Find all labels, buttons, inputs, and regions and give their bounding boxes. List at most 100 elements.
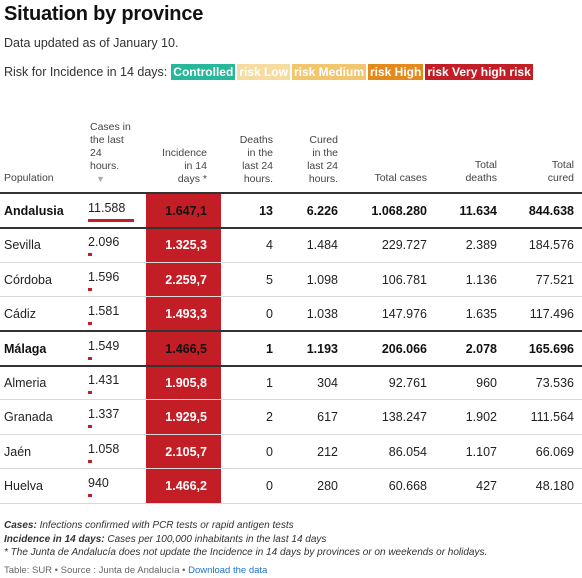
legend-chip-4: risk Very high risk	[425, 64, 533, 80]
cases-24h-value: 1.549	[88, 338, 120, 353]
cured24-header-line: Cured	[309, 134, 338, 146]
cured24-header-line: last 24	[307, 160, 338, 172]
cases-24h-bar	[88, 494, 92, 498]
cases-24h-value: 940	[88, 476, 109, 491]
deaths-24h-value: 5	[266, 272, 273, 287]
cases-24h-bar	[88, 459, 92, 463]
page-title: Situation by province	[4, 3, 204, 25]
total-cases-value: 147.976	[381, 307, 427, 322]
cured-24h-value: 617	[317, 410, 338, 425]
header-deaths-24h[interactable]: Deaths in the last 24 hours.	[222, 134, 273, 186]
table-row: Almeria 1.431 1.905,8 1 304 92.761 960 73.536	[0, 366, 582, 400]
total-cases-value: 60.668	[388, 479, 427, 494]
total-deaths-value: 1.635	[465, 307, 497, 322]
cured-24h-value: 1.038	[306, 307, 338, 322]
table-row: Jaén 1.058 2.105,7 0 212 86.054 1.107 66.069	[0, 435, 582, 469]
credit-text: Table: SUR • Source : Junta de Andalucía…	[4, 565, 186, 576]
cases-24h-value: 1.337	[88, 407, 120, 422]
cases-24h-value: 2.096	[88, 235, 120, 250]
cases-24h-value: 11.588	[88, 201, 126, 215]
legend-chip-1: risk Low	[237, 64, 290, 80]
page-subtitle: Data updated as of January 10.	[4, 36, 179, 50]
incidence-value: 1.466,2	[165, 479, 207, 494]
cases-24h-value: 1.596	[88, 269, 120, 284]
total-cured-value: 48.180	[535, 479, 574, 494]
cases-24h-value: 1.058	[88, 441, 120, 456]
cured-24h-value: 1.098	[306, 272, 338, 287]
total-cured-value: 117.496	[529, 307, 574, 322]
footnote-incidence-term: Incidence in 14 days:	[4, 534, 105, 545]
cured-24h-value: 280	[317, 479, 338, 494]
incidence-value: 1.929,5	[165, 410, 207, 425]
province-name: Córdoba	[4, 272, 52, 287]
deaths24-header-line: hours.	[243, 173, 273, 185]
credit-line: Table: SUR • Source : Junta de Andalucía…	[4, 565, 267, 576]
table-row: Granada 1.337 1.929,5 2 617 138.247 1.902 111.5…	[0, 400, 582, 434]
incidence-column-background	[146, 193, 221, 503]
total_cured-header-line: Total	[551, 159, 574, 171]
legend-chip-2: risk Medium	[291, 64, 366, 80]
row-divider	[0, 296, 582, 298]
total-cured-value: 844.638	[528, 204, 574, 218]
row-divider	[0, 433, 582, 435]
deaths-24h-value: 2	[266, 410, 273, 425]
header-total-cases[interactable]: Total cases	[374, 172, 427, 184]
cases-24h-bar	[88, 425, 92, 429]
row-divider	[0, 502, 582, 504]
total-cases-value: 206.066	[381, 341, 427, 356]
cases-24h-value: 1.581	[88, 304, 120, 319]
total-cases-value: 106.781	[381, 272, 427, 287]
table-row: Sevilla 2.096 1.325,3 4 1.484 229.727 2.389 184…	[0, 228, 582, 262]
deaths-24h-value: 13	[259, 204, 273, 218]
deaths24-header-line: in the	[247, 147, 273, 159]
province-name: Málaga	[4, 341, 47, 356]
total-cured-value: 184.576	[528, 238, 574, 253]
total-cured-value: 111.564	[530, 410, 574, 425]
province-name: Jaén	[4, 444, 32, 459]
cured24-header-line: in the	[312, 147, 338, 159]
cured-24h-value: 1.484	[306, 238, 338, 253]
download-data-link[interactable]: Download the data	[188, 565, 268, 576]
deaths24-header-line: last 24	[242, 160, 273, 172]
cases-24h-bar	[88, 253, 92, 257]
legend-chip-0: Controlled	[171, 64, 236, 80]
total-cases-value: 92.761	[388, 376, 427, 390]
sort-arrow-icon[interactable]: ▼	[96, 174, 105, 184]
row-divider	[0, 399, 582, 401]
total-deaths-value: 2.389	[465, 238, 497, 253]
header-cases-24h[interactable]: Cases in the last 24 hours. ▼	[90, 121, 131, 186]
incidence-header-line: Incidence	[162, 147, 207, 159]
footnote-incidence: Incidence in 14 days: Cases per 100,000 …	[4, 534, 326, 545]
incidence-value: 2.105,7	[165, 444, 207, 459]
cases-24h-bar	[88, 287, 92, 291]
incidence-header-line: days *	[177, 173, 207, 185]
cases24-header-line: 24	[90, 147, 102, 159]
deaths-24h-value: 4	[266, 238, 273, 253]
header-incidence[interactable]: Incidence in 14 days *	[150, 147, 207, 186]
cases-24h-bar	[88, 391, 92, 394]
header-cured-24h[interactable]: Cured in the last 24 hours.	[288, 134, 338, 186]
deaths24-header-line: Deaths	[239, 134, 273, 146]
table-row: Huelva 940 1.466,2 0 280 60.668 427 48.180	[0, 469, 582, 503]
cases-24h-bar	[88, 356, 92, 360]
cases-24h-value: 1.431	[88, 373, 120, 387]
incidence-value: 2.259,7	[165, 272, 207, 287]
incidence-value: 1.647,1	[165, 204, 207, 218]
risk-legend: Risk for Incidence in 14 days: Controlle…	[4, 64, 533, 80]
header-population[interactable]: Population	[4, 172, 54, 184]
header-total-cured[interactable]: Total cured	[510, 159, 574, 185]
total-cases-value: 138.247	[381, 410, 427, 425]
cases24-header-line: the last	[90, 134, 124, 146]
province-name: Sevilla	[4, 238, 41, 253]
header-total-deaths[interactable]: Total deaths	[440, 159, 497, 185]
cases24-header-line: Cases in	[90, 121, 131, 133]
province-name: Granada	[4, 410, 53, 425]
table-row: Málaga 1.549 1.466,5 1 1.193 206.066 2.078 165.…	[0, 332, 582, 366]
deaths-24h-value: 0	[266, 307, 273, 322]
table-row: Cádiz 1.581 1.493,3 0 1.038 147.976 1.635 117.4…	[0, 297, 582, 331]
total_cured-header-line: cured	[547, 172, 574, 184]
deaths-24h-value: 1	[266, 341, 273, 356]
cases-24h-bar	[88, 322, 92, 326]
footnote-cases: Cases: Infections confirmed with PCR tes…	[4, 520, 294, 531]
total-deaths-value: 2.078	[465, 341, 497, 356]
